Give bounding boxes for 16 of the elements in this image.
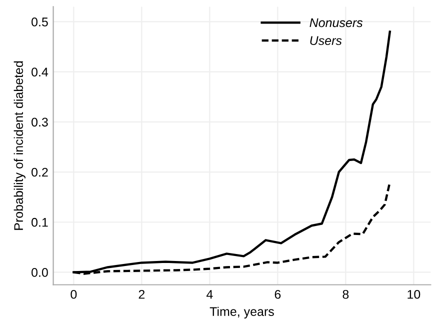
y-tick-label: 0.2 — [32, 168, 48, 177]
y-tick-label: 0.3 — [32, 118, 48, 127]
y-tick-label: 0.1 — [32, 218, 48, 227]
y-tick-label: 0.0 — [32, 268, 48, 277]
x-tick-label: 4 — [206, 290, 213, 299]
x-tick-label: 0 — [70, 290, 77, 299]
legend-label: Nonusers — [310, 18, 363, 28]
legend-label: Users — [310, 36, 342, 46]
x-tick-label: 8 — [342, 290, 349, 299]
x-axis-title: Time, years — [210, 306, 274, 318]
x-tick-label: 2 — [138, 290, 145, 299]
x-tick-label: 6 — [274, 290, 281, 299]
x-tick-label: 10 — [408, 290, 420, 299]
y-axis-title: Probability of incident diabeted — [14, 61, 26, 230]
y-tick-label: 0.5 — [32, 18, 48, 26]
y-tick-label: 0.4 — [32, 68, 48, 76]
